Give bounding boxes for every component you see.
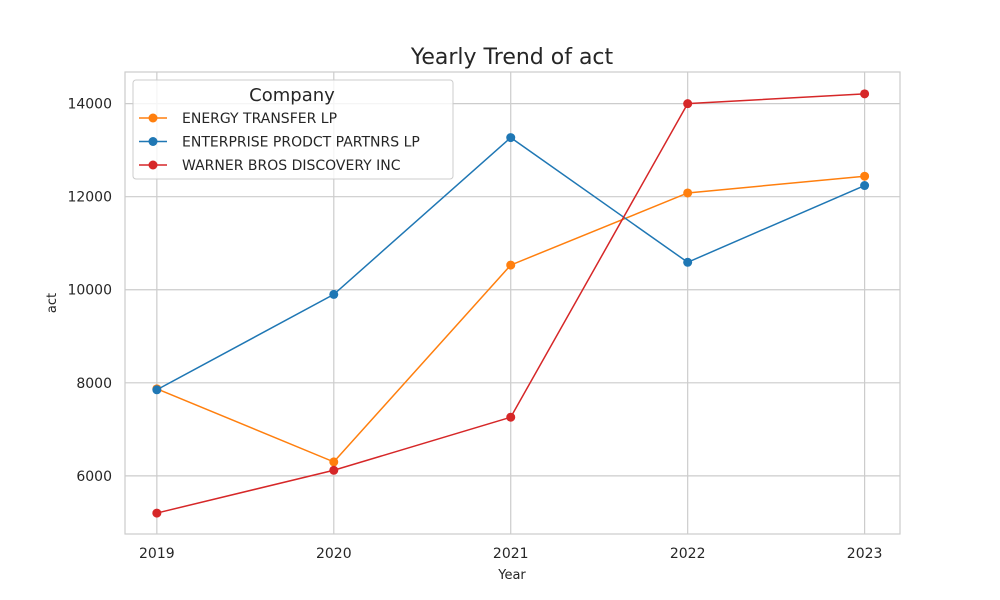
data-point <box>683 257 693 267</box>
legend-label: WARNER BROS DISCOVERY INC <box>182 158 401 174</box>
data-point <box>329 457 339 467</box>
data-point <box>506 260 516 270</box>
data-point <box>152 385 162 395</box>
legend-entries: ENERGY TRANSFER LP ENTERPRISE PRODCT PART… <box>139 111 420 174</box>
legend-entry: ENERGY TRANSFER LP <box>139 111 337 127</box>
legend: Company ENERGY TRANSFER LP ENTERPRISE PRO… <box>132 79 454 180</box>
chart-title: Yearly Trend of act <box>410 45 614 70</box>
y-tick-label: 6000 <box>76 469 112 485</box>
y-tick-label: 14000 <box>67 97 112 113</box>
data-point <box>860 181 870 191</box>
data-point <box>152 508 162 518</box>
legend-title: Company <box>249 85 335 106</box>
legend-label: ENTERPRISE PRODCT PARTNRS LP <box>182 135 420 151</box>
tick-labels: 2019 2020 2021 2022 2023 6000 8000 10000 12000 14… <box>67 97 882 562</box>
legend-marker <box>148 137 158 146</box>
legend-box <box>132 79 454 180</box>
x-tick-label: 2021 <box>493 546 529 562</box>
y-axis-label: act <box>45 293 60 313</box>
x-tick-label: 2023 <box>847 546 883 562</box>
y-tick-label: 8000 <box>76 376 112 392</box>
y-tick-label: 10000 <box>67 283 112 299</box>
series-line <box>152 133 870 395</box>
legend-entry: WARNER BROS DISCOVERY INC <box>139 158 401 174</box>
data-point <box>329 289 339 299</box>
x-tick-label: 2020 <box>316 546 352 562</box>
x-tick-label: 2022 <box>670 546 706 562</box>
legend-marker <box>148 113 158 123</box>
x-axis-label: Year <box>497 568 526 583</box>
data-point <box>506 412 516 422</box>
data-point <box>683 188 693 198</box>
legend-entry: ENTERPRISE PRODCT PARTNRS LP <box>139 135 420 151</box>
data-point <box>860 89 870 99</box>
data-point <box>683 99 693 109</box>
y-tick-label: 12000 <box>67 190 112 206</box>
data-point <box>860 171 870 181</box>
legend-marker <box>148 160 158 170</box>
series-line <box>152 89 870 518</box>
plot-frame <box>124 71 901 535</box>
series-group <box>152 89 870 518</box>
data-point <box>329 465 339 475</box>
x-tick-label: 2019 <box>139 546 175 562</box>
legend-label: ENERGY TRANSFER LP <box>182 111 337 127</box>
data-point <box>506 133 516 143</box>
